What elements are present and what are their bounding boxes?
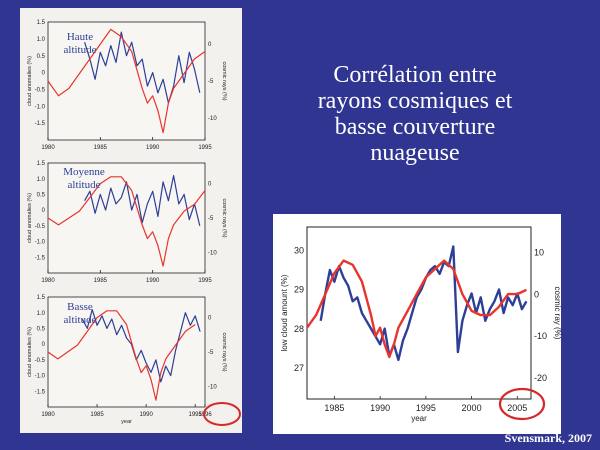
left-y-tick-label: -0.5 <box>35 88 46 94</box>
right-y-tick-label: -5 <box>208 216 214 222</box>
right-y-tick-label: 0 <box>208 182 212 188</box>
plot-frame <box>47 296 206 408</box>
title-line: rayons cosmiques et <box>317 88 513 114</box>
x-tick-label: 2000 <box>462 403 482 413</box>
x-tick-label: 1995 <box>416 403 436 413</box>
highlight-circle <box>203 402 241 426</box>
x-axis-label: year <box>121 419 132 425</box>
cosmic-ray-series-line <box>306 259 527 359</box>
cloud-series-line <box>84 175 201 227</box>
left-y-tick-label: -1.0 <box>35 104 46 110</box>
panel-label-line: Moyenne <box>63 166 105 178</box>
x-tick-label: 1995 <box>189 412 203 418</box>
panel-label-line: altitude <box>64 44 97 56</box>
right-y-tick-label: -5 <box>208 350 214 356</box>
left-y-tick-label: 1.5 <box>37 161 46 167</box>
x-tick-label: 1995 <box>198 278 212 284</box>
left-y-tick-label: 1.0 <box>37 177 46 183</box>
left-y-tick-label: 1.0 <box>37 37 46 43</box>
right-y-tick-label: -5 <box>208 79 214 85</box>
title-line: Corrélation entre <box>333 62 497 88</box>
x-tick-label: 1990 <box>370 403 390 413</box>
right-y-tick-label: -20 <box>534 373 547 383</box>
x-tick-label: 1996 <box>198 412 212 418</box>
right-axis-label: cosmic rays (%) <box>221 198 227 237</box>
left-y-tick-label: 1.5 <box>37 295 46 301</box>
x-tick-label: 1990 <box>146 278 160 284</box>
cloud-series-line <box>81 309 201 383</box>
right-y-tick-label: 0 <box>208 316 212 322</box>
x-tick-label: 1985 <box>94 278 108 284</box>
plot-frame <box>306 226 532 400</box>
left-y-tick-label: 1.0 <box>37 311 46 317</box>
cosmic-ray-series-line <box>47 28 206 134</box>
x-tick-label: 1980 <box>41 278 55 284</box>
right-y-tick-label: -10 <box>208 116 217 122</box>
panel-label-line: altitude <box>64 314 97 326</box>
left-y-tick-label: -1.0 <box>35 240 46 246</box>
slide-title: Corrélation entre rayons cosmiques et ba… <box>300 62 530 166</box>
x-axis-label: year <box>411 414 427 423</box>
right-y-tick-label: 0 <box>534 289 539 299</box>
x-tick-label: 1985 <box>324 403 344 413</box>
right-y-tick-label: 0 <box>208 42 212 48</box>
x-tick-label: 1985 <box>94 145 108 151</box>
x-tick-label: 1980 <box>41 412 55 418</box>
right-axis-label: cosmic rays (%) <box>221 332 227 371</box>
panel-label-line: Haute <box>67 31 93 43</box>
left-y-tick-label: 0 <box>42 342 46 348</box>
title-line: basse couverture <box>334 114 496 140</box>
x-tick-label: 1995 <box>198 145 212 151</box>
left-y-tick-label: -0.5 <box>35 358 46 364</box>
panel-label-line: altitude <box>68 179 101 191</box>
credit-text: Svensmark, 2007 <box>504 431 592 445</box>
x-tick-label: 2005 <box>507 403 527 413</box>
right-y-tick-label: -10 <box>208 250 217 256</box>
left-y-tick-label: 28 <box>294 324 304 334</box>
left-y-tick-label: 0.5 <box>37 327 46 333</box>
right-axis-label: cosmic ray (%) <box>553 287 562 340</box>
x-tick-label: 1980 <box>41 145 55 151</box>
right-y-tick-label: -10 <box>208 384 217 390</box>
left-y-tick-label: 27 <box>294 363 304 373</box>
left-y-tick-label: 0.5 <box>37 54 46 60</box>
left-y-tick-label: 1.5 <box>37 20 46 26</box>
left-axis-label: cloud anomalies (%) <box>27 327 33 377</box>
left-y-tick-label: 30 <box>294 246 304 256</box>
x-tick-label: 1990 <box>146 145 160 151</box>
left-axis-label: low cloud amount (%) <box>280 274 289 351</box>
panel-label-line: Basse <box>67 301 93 313</box>
left-y-tick-label: -1.0 <box>35 374 46 380</box>
left-y-tick-label: 0.5 <box>37 193 46 199</box>
highlight-circle <box>498 387 546 421</box>
left-axis-label: cloud anomalies (%) <box>27 56 33 106</box>
x-tick-label: 1990 <box>139 412 153 418</box>
left-y-tick-label: 0 <box>42 71 46 77</box>
cosmic-ray-series-line <box>47 310 196 401</box>
left-y-tick-label: -0.5 <box>35 224 46 230</box>
cosmic-ray-series-line <box>47 176 206 267</box>
title-line: nuageuse <box>370 140 460 166</box>
left-y-tick-label: 0 <box>42 208 46 214</box>
left-y-tick-label: 29 <box>294 285 304 295</box>
right-y-tick-label: 10 <box>534 247 544 257</box>
left-y-tick-label: -1.5 <box>35 255 46 261</box>
right-y-tick-label: -10 <box>534 331 547 341</box>
left-y-tick-label: -1.5 <box>35 121 46 127</box>
left-y-tick-label: -1.5 <box>35 389 46 395</box>
cloud-series-line <box>84 31 201 104</box>
x-tick-label: 1985 <box>90 412 104 418</box>
left-axis-label: cloud anomalies (%) <box>27 193 33 243</box>
right-axis-label: cosmic rays (%) <box>221 61 227 100</box>
